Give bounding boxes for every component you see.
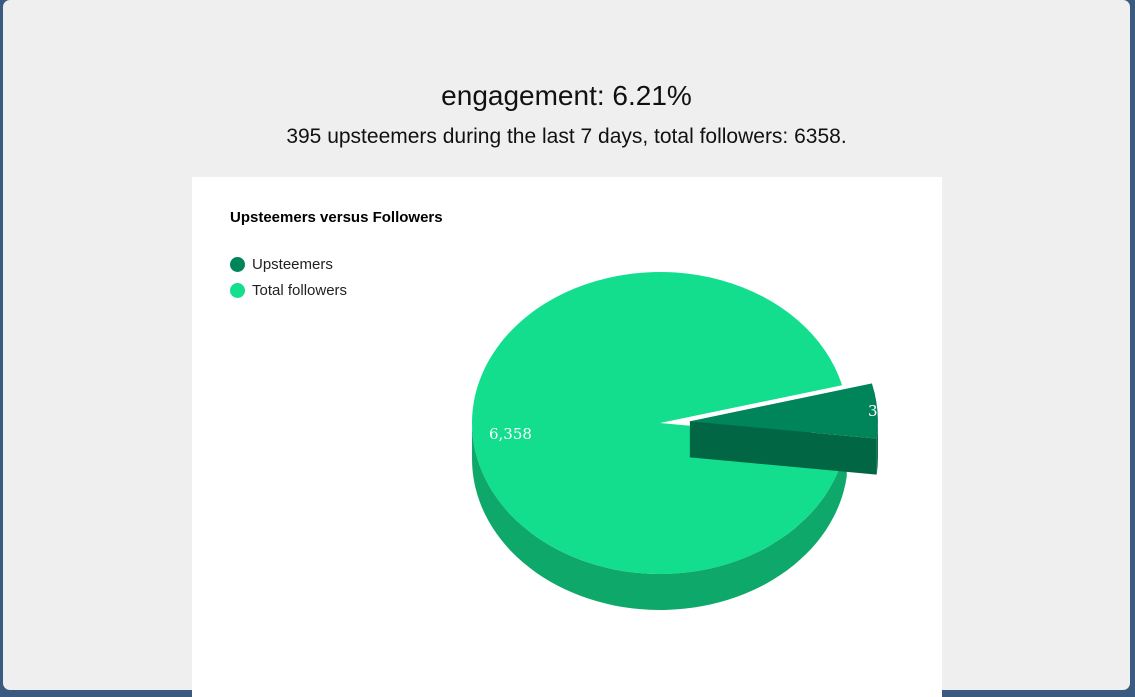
legend-label-upsteemers: Upsteemers [252, 255, 333, 273]
pie-plot-area: 395 6,358 [472, 272, 897, 610]
legend-item-upsteemers[interactable]: Upsteemers [230, 251, 347, 277]
page-container: engagement: 6.21% 395 upsteemers during … [3, 0, 1130, 697]
data-label-total-followers: 6,358 [489, 425, 532, 443]
engagement-summary: 395 upsteemers during the last 7 days, t… [286, 125, 847, 148]
pie-chart-card: Upsteemers versus Followers Upsteemers T… [192, 177, 942, 697]
legend-swatch-upsteemers [230, 256, 245, 272]
slice-side-upsteemers [876, 421, 878, 475]
data-label-upsteemers: 395 [868, 402, 897, 420]
legend-item-total-followers[interactable]: Total followers [230, 277, 347, 303]
pie-slice-total-followers [472, 272, 847, 574]
chart-title: Upsteemers versus Followers [230, 209, 443, 226]
pie-slice-upsteemers [689, 383, 878, 439]
engagement-heading: engagement: 6.21% [441, 80, 692, 111]
slice-side-total-followers [472, 423, 847, 610]
slice-wall-end-upsteemers [689, 421, 877, 475]
chart-legend: Upsteemers Total followers [230, 251, 347, 303]
legend-label-total-followers: Total followers [252, 281, 348, 299]
legend-swatch-total-followers [230, 282, 245, 298]
